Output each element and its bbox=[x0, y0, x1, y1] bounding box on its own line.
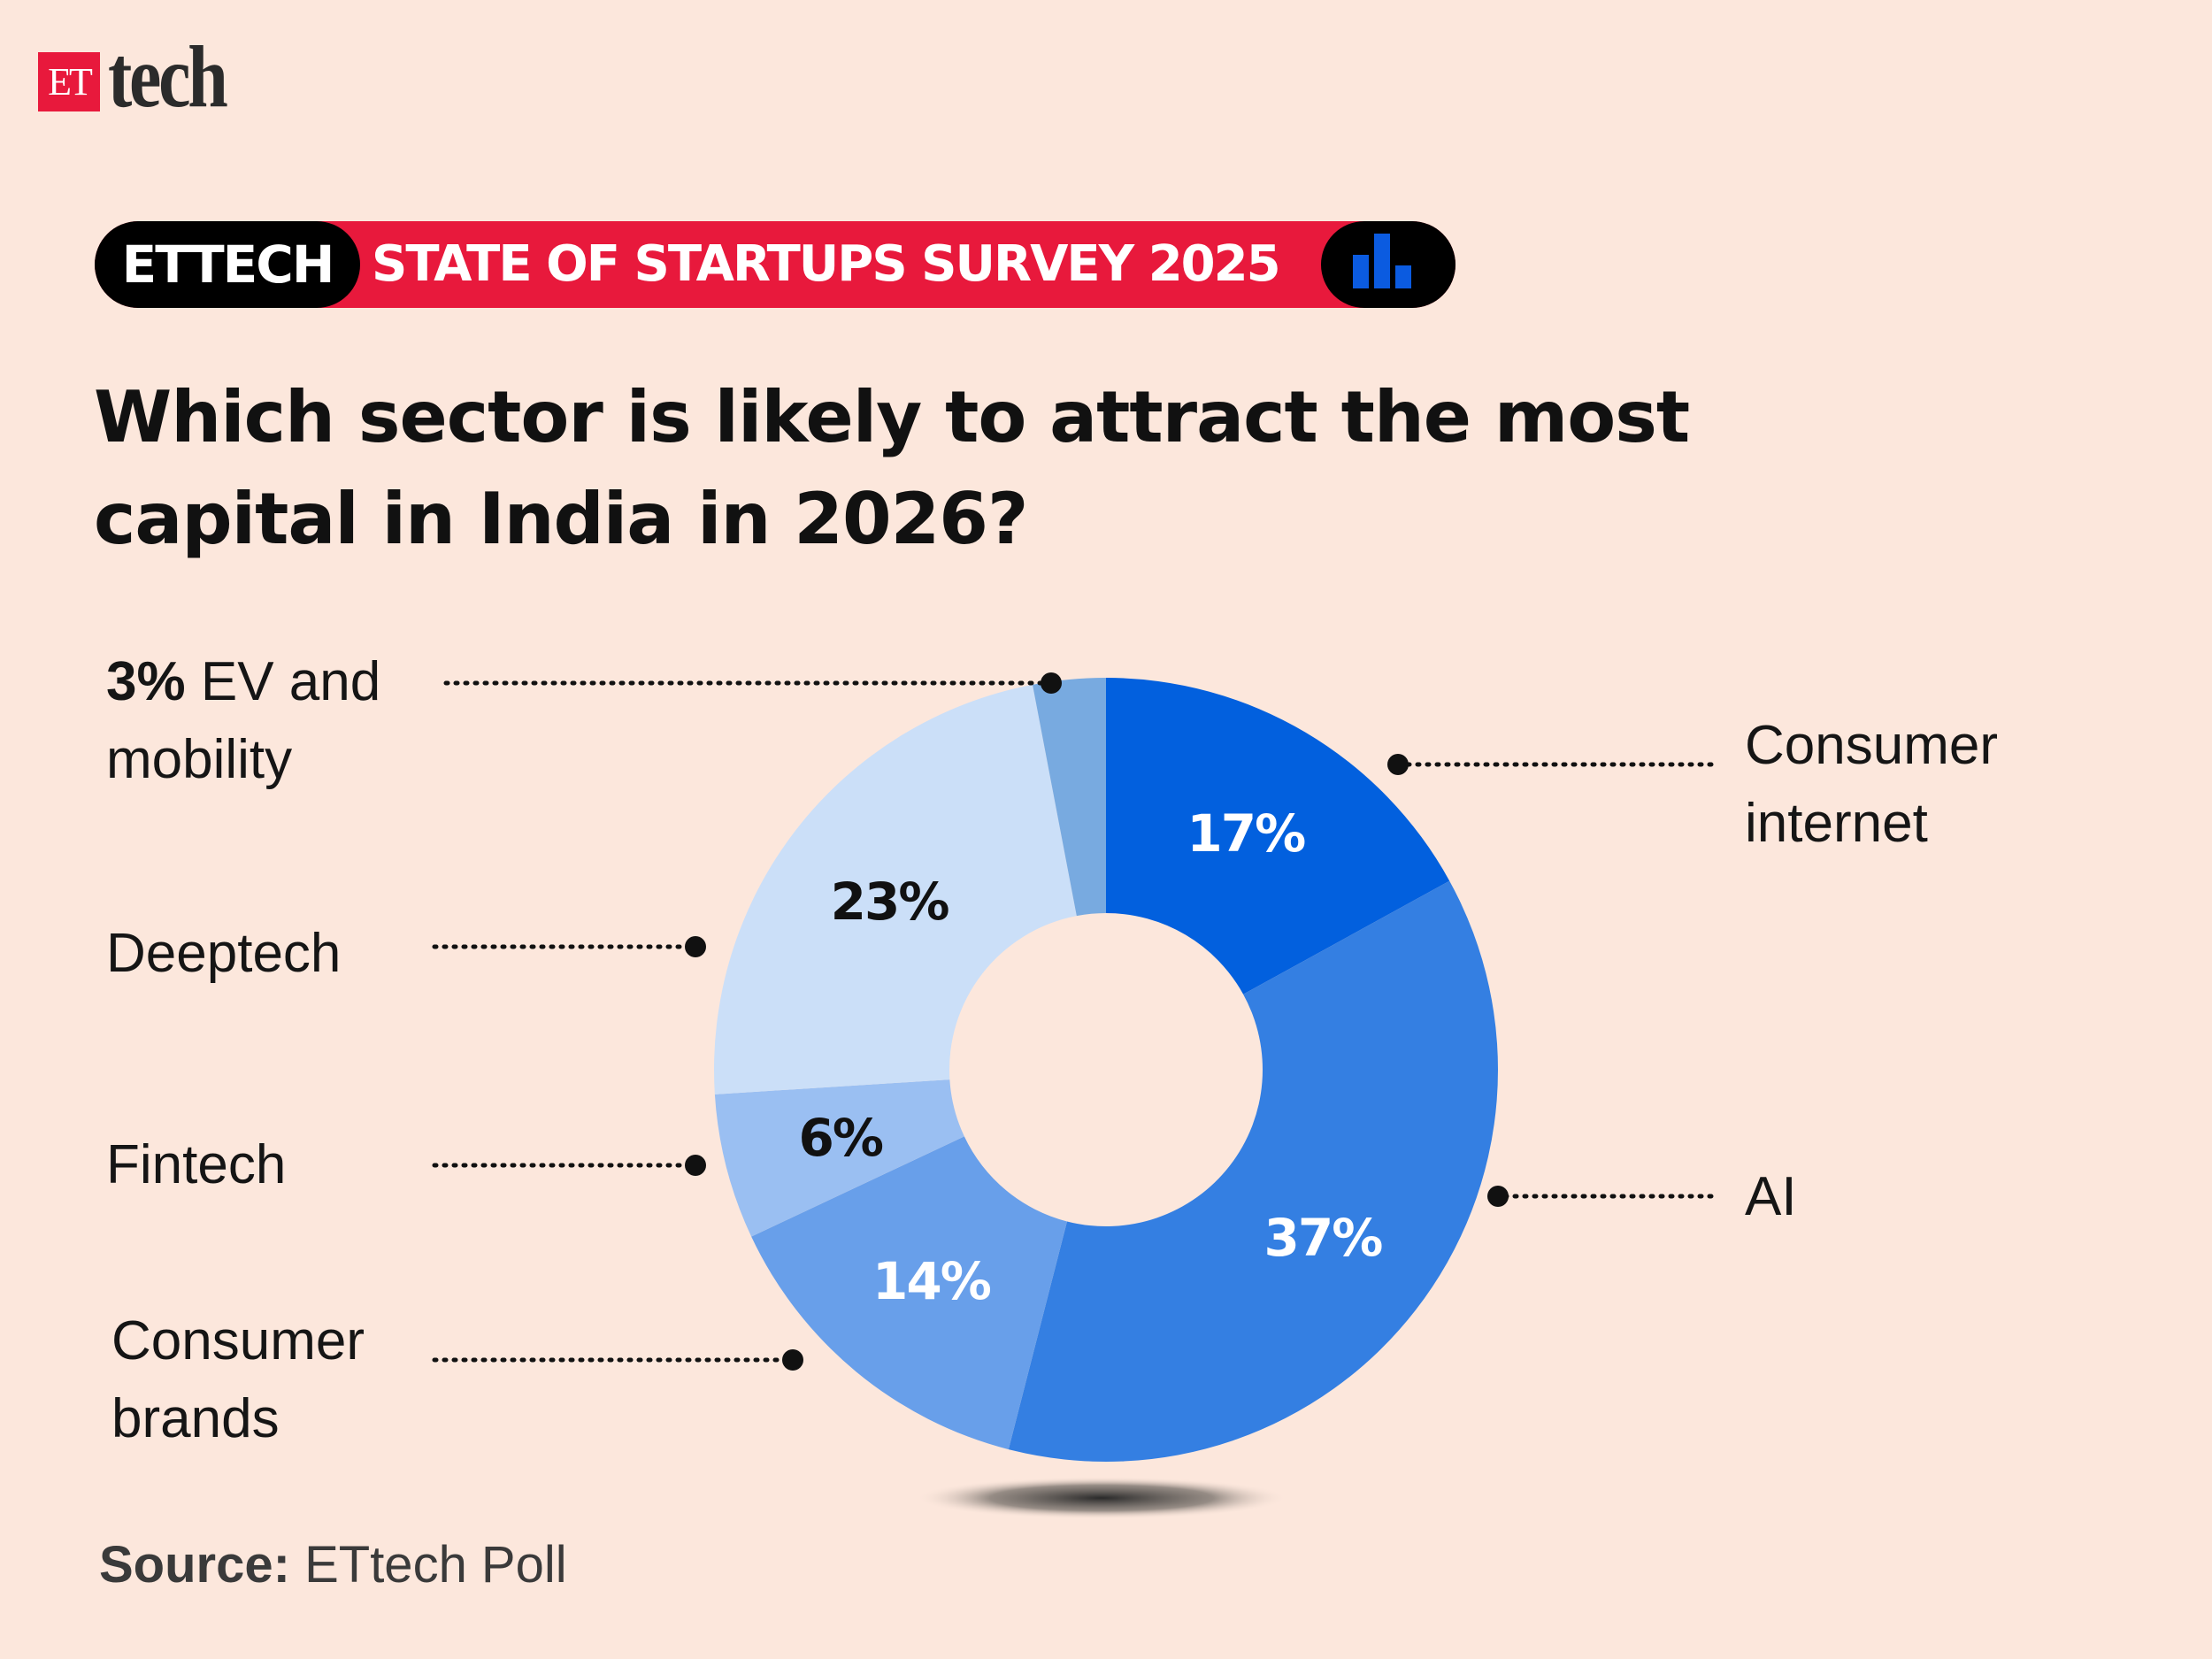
annotation-consumer-internet-line2: internet bbox=[1745, 793, 1928, 854]
slice-ai bbox=[1008, 880, 1499, 1463]
annotation-consumer-brands-line1: Consumer bbox=[111, 1310, 365, 1371]
leader-dot-consumer-brands bbox=[782, 1349, 803, 1371]
annotation-consumer-internet-line1: Consumer bbox=[1745, 715, 1998, 776]
leader-dot-consumer-internet bbox=[1387, 754, 1409, 775]
leader-dot-deeptech bbox=[685, 936, 706, 957]
leader-dot-fintech bbox=[685, 1155, 706, 1176]
source-label: Source: bbox=[99, 1536, 290, 1594]
annotation-ev: 3% EV and mobility bbox=[106, 643, 380, 799]
chart-title-line2: capital in India in 2026? bbox=[94, 478, 1028, 560]
slice-fintech bbox=[714, 1079, 964, 1237]
annotation-consumer-internet: Consumer internet bbox=[1745, 707, 1998, 863]
banner-title: STATE OF STARTUPS SURVEY 2025 bbox=[372, 235, 1281, 293]
banner-ettech-label: ETTECH bbox=[95, 221, 360, 308]
annotation-ev-pct: 3% bbox=[106, 651, 186, 712]
source-value: ETtech Poll bbox=[304, 1536, 567, 1594]
data-label-consumer-brands: 14% bbox=[872, 1251, 991, 1311]
leader-dot-ev bbox=[1041, 672, 1062, 694]
annotation-consumer-brands: Consumer brands bbox=[111, 1302, 365, 1458]
annotation-fintech: Fintech bbox=[106, 1134, 287, 1195]
annotation-deeptech: Deeptech bbox=[106, 923, 342, 984]
data-label-fintech: 6% bbox=[798, 1108, 882, 1168]
slice-ev-and-mobility bbox=[1032, 678, 1106, 917]
data-label-deeptech: 23% bbox=[831, 872, 949, 932]
slice-consumer-internet bbox=[1106, 678, 1450, 995]
donut-shadow bbox=[916, 1477, 1287, 1519]
annotation-ev-line1: EV and bbox=[200, 651, 381, 712]
leader-dot-ai bbox=[1487, 1186, 1509, 1207]
slice-consumer-brands bbox=[751, 1136, 1067, 1450]
chart-title-line1: Which sector is likely to attract the mo… bbox=[94, 376, 1690, 458]
data-label-ai: 37% bbox=[1264, 1208, 1383, 1268]
annotation-ev-line2: mobility bbox=[106, 729, 293, 790]
annotation-ai: AI bbox=[1745, 1166, 1797, 1227]
logo-et-box: ET bbox=[38, 52, 100, 111]
logo-text: tech bbox=[108, 27, 228, 126]
bar-chart-icon bbox=[1321, 221, 1455, 308]
slice-deeptech bbox=[714, 684, 1077, 1094]
annotation-consumer-brands-line2: brands bbox=[111, 1388, 280, 1449]
data-label-consumer-internet: 17% bbox=[1187, 803, 1305, 864]
source-note: Source: ETtech Poll bbox=[99, 1535, 567, 1594]
